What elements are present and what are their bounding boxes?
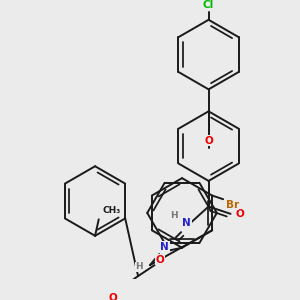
Text: Br: Br <box>226 200 239 210</box>
Text: O: O <box>235 209 244 219</box>
Text: O: O <box>204 136 213 146</box>
Text: Cl: Cl <box>203 0 214 10</box>
Text: CH₃: CH₃ <box>102 206 121 215</box>
Text: N: N <box>160 242 169 252</box>
Text: H: H <box>170 211 178 220</box>
Text: N: N <box>182 218 191 228</box>
Text: H: H <box>135 262 143 272</box>
Text: O: O <box>156 255 164 265</box>
Text: O: O <box>108 293 117 300</box>
